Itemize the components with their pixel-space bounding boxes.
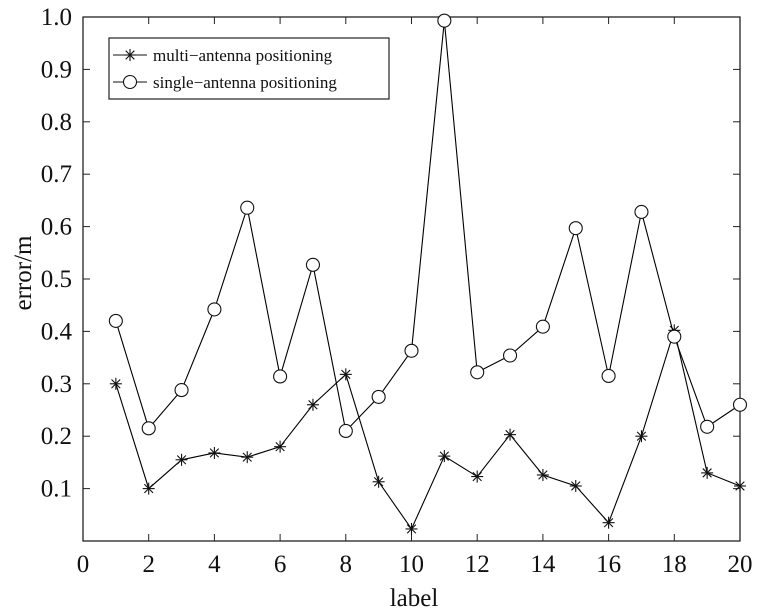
data-point bbox=[470, 365, 485, 380]
data-point bbox=[471, 470, 484, 483]
data-point bbox=[535, 319, 550, 334]
legend-entry: multi−antenna positioning bbox=[113, 46, 333, 65]
y-axis-label: error/m bbox=[10, 235, 37, 311]
data-point bbox=[142, 482, 155, 495]
data-point bbox=[437, 13, 452, 28]
data-point bbox=[601, 368, 616, 383]
legend-label: multi−antenna positioning bbox=[153, 46, 333, 65]
data-point bbox=[700, 419, 715, 434]
data-point bbox=[141, 421, 156, 436]
legend-entry: single−antenna positioning bbox=[113, 73, 337, 92]
x-tick-label: 14 bbox=[530, 551, 556, 578]
data-point bbox=[502, 348, 518, 363]
data-point bbox=[339, 368, 352, 381]
legend-box bbox=[108, 37, 390, 100]
data-point bbox=[174, 383, 189, 398]
data-point bbox=[404, 343, 419, 358]
y-tick-label: 0.5 bbox=[41, 266, 72, 293]
y-tick-label: 0.7 bbox=[41, 161, 72, 188]
series-line bbox=[115, 20, 741, 433]
x-tick-label: 10 bbox=[399, 551, 424, 578]
y-tick-label: 0.9 bbox=[41, 56, 72, 83]
series-multi-antenna bbox=[109, 324, 746, 535]
x-tick-label: 6 bbox=[274, 551, 287, 578]
data-point bbox=[306, 398, 319, 411]
data-point bbox=[635, 430, 648, 443]
data-point bbox=[634, 204, 649, 219]
axis-ticks: 0 2 4 6 8 10 12 14 16 18 20 0.1 0.2 0.3 0.4 0.5 0.6 0.7 0.… bbox=[41, 4, 753, 578]
data-point bbox=[667, 329, 682, 344]
data-point bbox=[569, 479, 582, 492]
series-single-antenna bbox=[108, 13, 748, 439]
data-point bbox=[240, 200, 255, 215]
legend: multi−antenna positioning single−antenna … bbox=[108, 37, 390, 100]
x-tick-label: 16 bbox=[596, 551, 621, 578]
y-tick-label: 0.8 bbox=[41, 109, 72, 136]
y-tick-label: 0.4 bbox=[41, 318, 73, 345]
x-tick-label: 8 bbox=[340, 551, 353, 578]
data-point bbox=[108, 313, 123, 328]
data-point bbox=[371, 389, 386, 404]
data-point bbox=[273, 369, 288, 384]
y-tick-label: 0.3 bbox=[41, 371, 72, 398]
data-point bbox=[274, 440, 287, 453]
data-point bbox=[568, 221, 583, 236]
series-layer bbox=[108, 13, 748, 535]
series-line bbox=[115, 328, 741, 531]
x-tick-label: 2 bbox=[142, 551, 155, 578]
data-point bbox=[438, 450, 451, 463]
data-point bbox=[208, 446, 221, 459]
data-point bbox=[305, 257, 321, 272]
x-tick-label: 20 bbox=[728, 551, 753, 578]
data-point bbox=[372, 475, 385, 488]
data-point bbox=[109, 377, 122, 390]
x-tick-label: 12 bbox=[465, 551, 490, 578]
y-tick-label: 0.2 bbox=[41, 423, 72, 450]
y-tick-label: 0.6 bbox=[41, 214, 72, 241]
x-tick-label: 18 bbox=[662, 551, 687, 578]
legend-marker bbox=[124, 49, 136, 61]
data-point bbox=[734, 479, 746, 492]
data-point bbox=[602, 516, 615, 529]
x-tick-label: 4 bbox=[208, 551, 221, 578]
data-point bbox=[405, 522, 418, 535]
y-tick-label: 1.0 bbox=[41, 4, 72, 31]
x-tick-label: 0 bbox=[77, 551, 90, 578]
data-point bbox=[241, 451, 254, 464]
legend-label: single−antenna positioning bbox=[153, 73, 337, 92]
data-point bbox=[536, 468, 549, 481]
legend-marker bbox=[122, 74, 138, 90]
data-point bbox=[207, 302, 222, 317]
x-axis-label: label bbox=[390, 585, 439, 612]
data-point bbox=[732, 397, 748, 412]
data-point bbox=[175, 453, 188, 466]
data-point bbox=[701, 466, 714, 479]
y-tick-label: 0.1 bbox=[41, 476, 72, 503]
data-point bbox=[338, 423, 353, 439]
data-point bbox=[504, 428, 517, 441]
